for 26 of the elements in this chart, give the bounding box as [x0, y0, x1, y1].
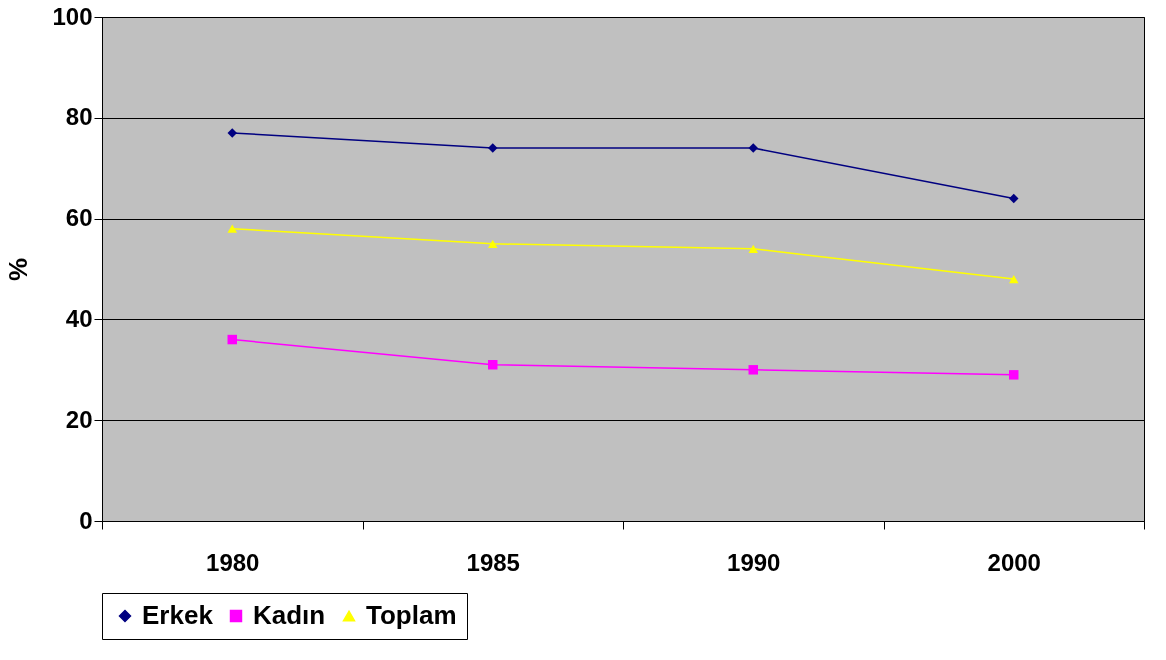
- point: [1009, 274, 1019, 284]
- y-tick-label: 100: [52, 2, 93, 30]
- point: [1009, 370, 1019, 380]
- y-tick-label: 40: [65, 304, 93, 332]
- point: [227, 334, 237, 345]
- point: [1009, 193, 1019, 204]
- legend-label: Kadın: [253, 600, 326, 630]
- x-tick-label: 1985: [466, 548, 520, 576]
- point: [748, 244, 758, 253]
- point: [488, 143, 498, 153]
- y-tick-label: 80: [65, 103, 93, 131]
- point: [748, 143, 758, 153]
- point: [488, 360, 498, 370]
- y-tick-label: 0: [79, 506, 93, 534]
- point: [227, 224, 237, 233]
- y-tick-label: 60: [65, 204, 93, 232]
- legend-label: Toplam: [366, 600, 457, 630]
- x-tick-label: 1990: [727, 548, 781, 576]
- point: [748, 365, 758, 375]
- legend-label: Erkek: [142, 600, 214, 630]
- y-axis-title: %: [3, 257, 34, 282]
- y-tick-label: 20: [65, 405, 93, 433]
- point: [488, 239, 498, 248]
- x-tick-label: 2000: [987, 548, 1041, 576]
- point: [227, 128, 237, 138]
- x-tick-label: 1980: [206, 548, 260, 576]
